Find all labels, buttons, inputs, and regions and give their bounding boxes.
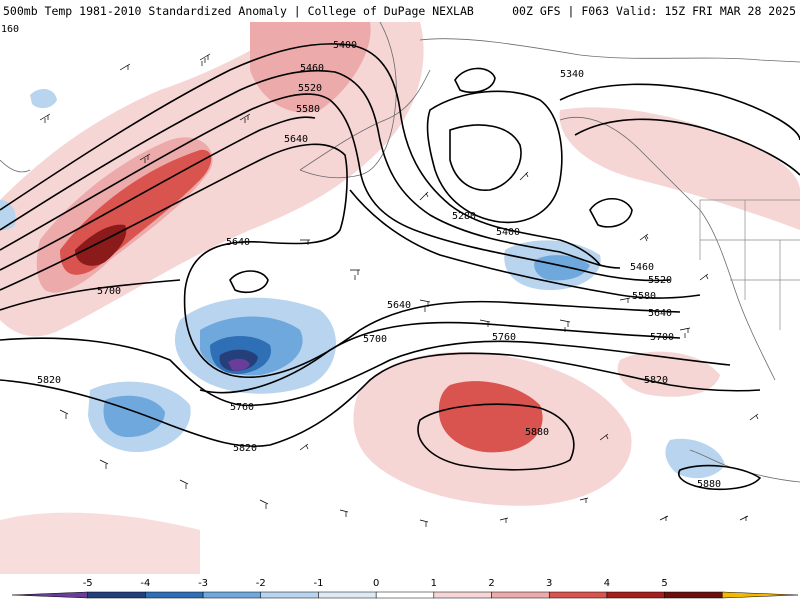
contour-closed-low-pacific [229, 270, 269, 294]
contour-label: 5820 [233, 443, 257, 454]
contour-label: 5700 [363, 334, 387, 345]
colorbar-segment [375, 591, 435, 599]
colorbar-tick-label: -2 [256, 578, 266, 589]
contour-5880 [417, 403, 575, 471]
colorbar-segment [548, 591, 608, 599]
contour-label: 5460 [300, 63, 324, 74]
warm-anomaly-central-strong [438, 381, 543, 453]
colorbar-tick-label: -4 [140, 578, 150, 589]
contour-label: 5820 [37, 375, 61, 386]
contour-5460 [0, 69, 621, 269]
contour-label: 5640 [284, 134, 308, 145]
contour-5280 [449, 124, 522, 191]
colorbar-segment [260, 591, 319, 599]
contour-label: 5880 [525, 427, 549, 438]
colorbar-tick-label: -1 [313, 578, 323, 589]
anomaly-map: 160 5400 5460 5520 5580 5640 5280 5340 5… [0, 22, 800, 574]
contour-5700b [199, 321, 681, 394]
colorbar-tick-label: -3 [198, 578, 208, 589]
contour-5400 [0, 43, 601, 266]
contour-label: 5700 [97, 286, 121, 297]
contour-5520 [0, 93, 671, 282]
contour-east-ridge [559, 83, 800, 141]
contour-closed-low-north [454, 67, 496, 94]
colorbar-ticks: -5 -4 -3 -2 -1 0 1 2 3 4 5 [83, 578, 668, 589]
valid-time-label: 00Z GFS | F063 Valid: 15Z FRI MAR 28 202… [512, 4, 796, 18]
contour-labels: 160 5400 5460 5520 5580 5640 5280 5340 5… [1, 24, 721, 490]
contour-east-closed [589, 197, 633, 228]
cold-anomaly-east-coast [665, 438, 725, 479]
contour-label: 5460 [630, 262, 654, 273]
colorbar-segment [664, 591, 723, 599]
map-title: 500mb Temp 1981-2010 Standardized Anomal… [3, 4, 474, 18]
contour-label: 5280 [452, 211, 476, 222]
colorbar-tick-label: 1 [431, 578, 437, 589]
colorbar-tick-label: 2 [488, 578, 494, 589]
colorbar-segment [318, 591, 377, 599]
colorbar-tick-label: 5 [661, 578, 667, 589]
warm-anomaly-southwest [0, 512, 200, 574]
contour-label: 5700 [650, 332, 674, 343]
contour-5580b [349, 189, 701, 299]
contour-label: 5760 [492, 332, 516, 343]
colorbar-segment [145, 591, 204, 599]
colorbar: -5 -4 -3 -2 -1 0 1 2 3 4 5 [11, 578, 799, 599]
warm-anomaly-east [617, 351, 720, 397]
state-borders [699, 199, 800, 330]
contour-label: 5520 [648, 275, 672, 286]
colorbar-segment [87, 591, 146, 599]
contour-5880b [678, 464, 762, 491]
contour-5580 [0, 116, 316, 271]
contour-5340 [426, 90, 563, 224]
contour-5820 [0, 352, 761, 448]
contour-label: 5760 [230, 402, 254, 413]
corner-label: 160 [1, 24, 19, 35]
colorbar-segment [202, 591, 262, 599]
contour-label: 5640 [226, 237, 250, 248]
height-contours [0, 43, 800, 491]
contour-5700 [0, 279, 181, 311]
contour-label: 5640 [387, 300, 411, 311]
contour-5640 [0, 143, 681, 379]
contour-5760 [0, 337, 731, 407]
colorbar-tick-label: 0 [373, 578, 379, 589]
colorbar-tick-label: 3 [546, 578, 552, 589]
colorbar-tick-label: -5 [83, 578, 93, 589]
warm-anomaly-northeast [559, 107, 800, 230]
cold-anomaly-nw-small [30, 88, 57, 109]
colorbar-segment [491, 591, 550, 599]
colorbar-segment [11, 591, 88, 599]
anomaly-shading [0, 22, 800, 574]
contour-label: 5400 [333, 40, 357, 51]
colorbar-segment [433, 591, 492, 599]
contour-label: 5580 [296, 104, 320, 115]
contour-label: 5340 [560, 69, 584, 80]
colorbar-segments [11, 591, 799, 599]
contour-east-ridge-2 [574, 118, 800, 176]
cold-anomaly-purple [228, 358, 250, 371]
header: 500mb Temp 1981-2010 Standardized Anomal… [0, 0, 800, 22]
contour-label: 5640 [648, 308, 672, 319]
colorbar-segment [722, 591, 799, 599]
contour-label: 5580 [632, 291, 656, 302]
wind-barbs [39, 53, 759, 527]
colorbar-segment [606, 591, 665, 599]
contour-label: 5400 [496, 227, 520, 238]
colorbar-tick-label: 4 [604, 578, 610, 589]
contour-label: 5880 [697, 479, 721, 490]
cold-anomaly-trough-east-core [534, 255, 590, 281]
contour-label: 5520 [298, 83, 322, 94]
contour-label: 5820 [644, 375, 668, 386]
